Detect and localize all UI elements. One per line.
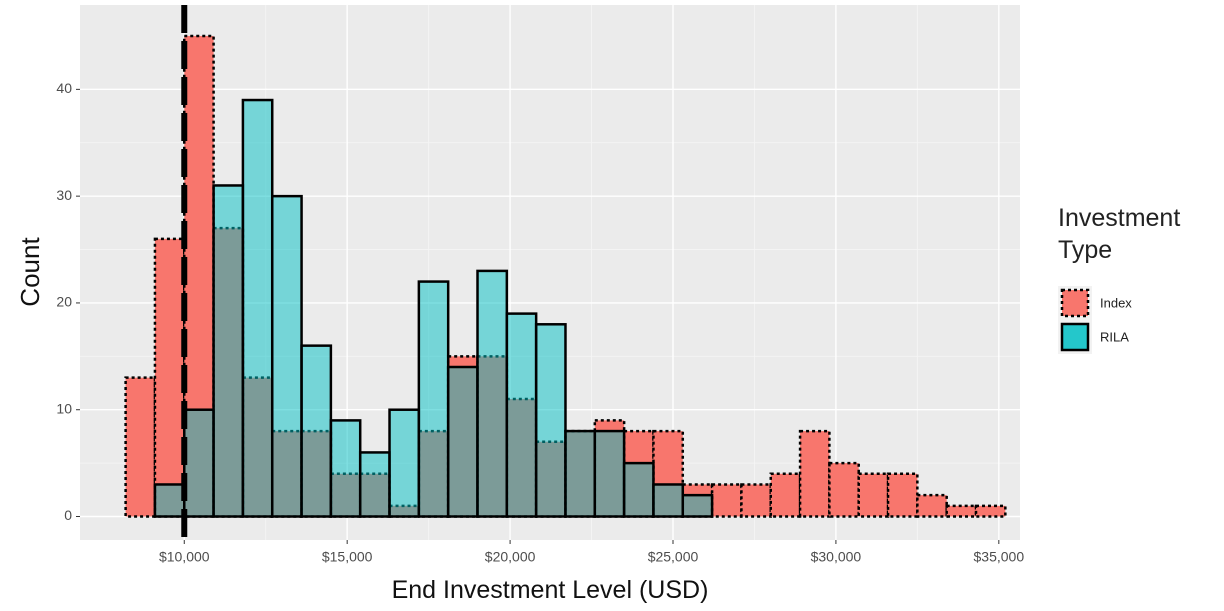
y-tick-label: 40 [56,80,72,96]
x-tick-label: $30,000 [811,549,862,565]
bar [886,472,919,518]
bar [300,344,333,518]
bar [945,504,978,518]
bar [212,184,245,518]
bar [652,483,685,518]
x-tick-label: $15,000 [322,549,373,565]
bar [593,429,626,518]
y-tick-label: 0 [64,507,72,523]
bar [270,194,303,518]
bar [974,504,1007,518]
legend-swatch [1060,288,1090,318]
bar [329,419,362,518]
legend-swatch [1060,322,1090,352]
bar [681,493,714,518]
bar [417,280,450,518]
bar [740,483,772,518]
y-tick-label: 20 [56,294,72,310]
y-tick-label: 10 [56,400,72,416]
x-axis-title: End Investment Level (USD) [392,576,709,604]
x-tick-label: $10,000 [159,549,210,565]
legend-label: RILA [1100,329,1129,344]
bar [241,98,274,518]
bar [857,472,890,518]
y-axis-title: Count [15,237,45,307]
bar [622,461,655,518]
bar [710,483,743,518]
x-tick-label: $25,000 [648,549,699,565]
bar [358,451,391,518]
bar [534,323,567,518]
bar [388,408,421,518]
bar [769,472,802,518]
bar [476,269,509,518]
bar [564,429,597,518]
y-tick-label: 30 [56,187,72,203]
bar [153,483,186,518]
bar [446,365,479,518]
x-tick-label: $35,000 [974,549,1025,565]
bar [183,408,215,518]
bar [124,376,157,518]
bar [828,461,860,518]
bar [505,312,538,518]
legend-label: Index [1100,295,1132,310]
bar [798,429,831,518]
x-tick-label: $20,000 [485,549,536,565]
legend-title: Investment Type [1058,204,1181,264]
bar [153,237,186,518]
bar [916,493,948,518]
